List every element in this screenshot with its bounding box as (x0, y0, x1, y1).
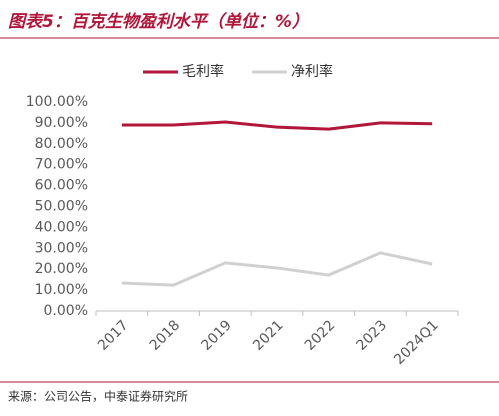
y-tick-label: 20.00% (35, 261, 88, 277)
x-tick-label: 2021 (250, 317, 287, 354)
legend-label: 毛利率 (182, 63, 224, 80)
line-series (121, 251, 433, 287)
y-tick-label: 80.00% (35, 136, 88, 152)
y-tick-label: 30.00% (35, 240, 88, 256)
y-tick-label: 100.00% (26, 94, 88, 110)
x-tick-label: 2018 (147, 317, 184, 354)
y-tick-label: 60.00% (35, 178, 88, 194)
x-tick-label: 2019 (198, 317, 235, 354)
y-tick-label: 0.00% (44, 303, 88, 319)
source: 来源：公司公告，中泰证券研究所 (8, 389, 188, 404)
y-tick-label: 70.00% (35, 157, 88, 173)
y-tick-label: 10.00% (35, 282, 88, 298)
x-tick-label: 2022 (302, 317, 339, 354)
x-tick-label: 2024Q1 (391, 317, 442, 368)
y-tick-label: 90.00% (35, 115, 88, 131)
legend-label: 净利率 (291, 63, 333, 80)
y-tick-label: 50.00% (35, 199, 88, 215)
chart-title: 图表5：百克生物盈利水平（单位：%） (8, 12, 309, 32)
y-tick-label: 40.00% (35, 219, 88, 235)
x-tick-label: 2023 (354, 317, 391, 354)
x-tick-label: 2017 (95, 317, 132, 354)
line-series (121, 120, 433, 131)
